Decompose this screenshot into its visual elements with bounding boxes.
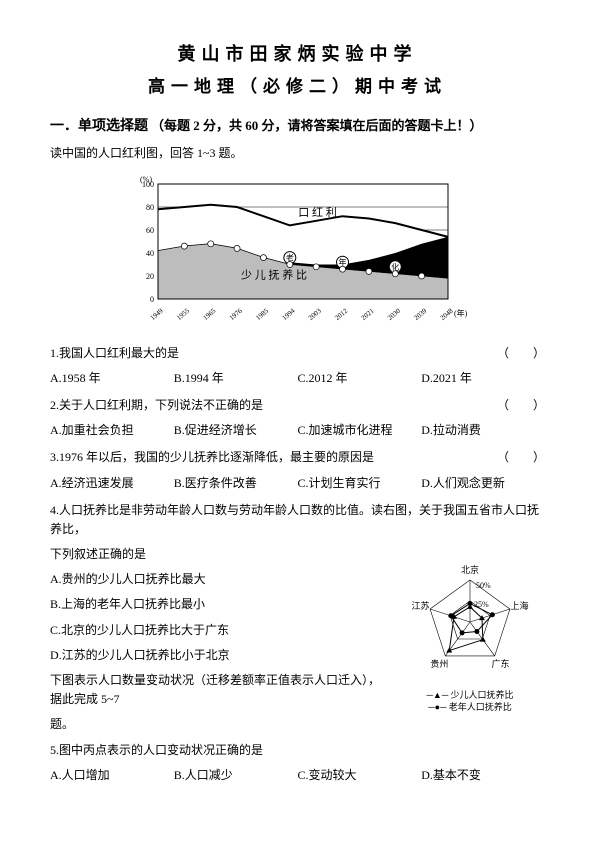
q3-D: D.人们观念更新 bbox=[421, 474, 545, 493]
q2-paren: （ ） bbox=[497, 396, 545, 415]
q5-stem: 5.图中丙点表示的人口变动状况正确的是 bbox=[50, 741, 545, 760]
q57-intro-b: 题。 bbox=[50, 715, 545, 734]
q2-options: A.加重社会负担 B.促进经济增长 C.加速城市化进程 D.拉动消费 bbox=[50, 421, 545, 440]
q1-C: C.2012 年 bbox=[298, 369, 422, 388]
svg-text:1994: 1994 bbox=[280, 306, 296, 321]
q1-text: 1.我国人口红利最大的是 bbox=[50, 346, 179, 360]
svg-text:1955: 1955 bbox=[175, 306, 191, 321]
population-bonus-chart: 020406080100(%)口 红 利少 儿 抚 养 比老年化19491955… bbox=[50, 174, 545, 334]
section-heading: 一．单项选择题 （每题 2 分，共 60 分，请将答案填在后面的答题卡上！） bbox=[50, 116, 545, 138]
legend-series-2: ─●─ 老年人口抚养比 bbox=[395, 702, 545, 714]
q5-options: A.人口增加 B.人口减少 C.变动较大 D.基本不变 bbox=[50, 766, 545, 785]
svg-text:北京: 北京 bbox=[461, 564, 479, 575]
svg-text:60: 60 bbox=[146, 226, 154, 235]
q3-stem: 3.1976 年以后，我国的少儿抚养比逐渐降低，最主要的原因是 （ ） bbox=[50, 448, 545, 467]
svg-text:广东: 广东 bbox=[492, 658, 510, 669]
svg-text:(%): (%) bbox=[140, 175, 152, 184]
q2-C: C.加速城市化进程 bbox=[298, 421, 422, 440]
svg-text:50%: 50% bbox=[476, 581, 491, 590]
svg-text:0: 0 bbox=[150, 295, 154, 304]
svg-text:少 儿 抚 养 比: 少 儿 抚 养 比 bbox=[241, 267, 307, 281]
q2-text: 2.关于人口红利期，下列说法不正确的是 bbox=[50, 398, 263, 412]
svg-text:2021: 2021 bbox=[359, 306, 375, 321]
svg-text:口 红 利: 口 红 利 bbox=[298, 206, 337, 219]
q1-A: A.1958 年 bbox=[50, 369, 174, 388]
q2-stem: 2.关于人口红利期，下列说法不正确的是 （ ） bbox=[50, 396, 545, 415]
q5-B: B.人口减少 bbox=[174, 766, 298, 785]
q4-stem: 4.人口抚养比是非劳动年龄人口数与劳动年龄人口数的比值。读右图，关于我国五省市人… bbox=[50, 501, 545, 539]
q1-options: A.1958 年 B.1994 年 C.2012 年 D.2021 年 bbox=[50, 369, 545, 388]
svg-text:贵州: 贵州 bbox=[430, 658, 448, 669]
svg-text:1985: 1985 bbox=[254, 306, 270, 321]
q3-C: C.计划生育实行 bbox=[298, 474, 422, 493]
svg-text:江苏: 江苏 bbox=[412, 600, 430, 611]
q2-B: B.促进经济增长 bbox=[174, 421, 298, 440]
radar-chart-container: 北京上海广东 贵州 江苏 50% 25% ─▲─ 少儿人口抚养比 ─●─ 老年人口抚养比 bbox=[395, 560, 545, 713]
q3-paren: （ ） bbox=[497, 448, 545, 467]
q3-text: 3.1976 年以后，我国的少儿抚养比逐渐降低，最主要的原因是 bbox=[50, 450, 374, 464]
svg-text:80: 80 bbox=[146, 203, 154, 212]
svg-text:年: 年 bbox=[338, 257, 346, 267]
q2-A: A.加重社会负担 bbox=[50, 421, 174, 440]
q5-D: D.基本不变 bbox=[421, 766, 545, 785]
exam-title: 高一地理（必修二）期中考试 bbox=[50, 73, 545, 100]
svg-text:2012: 2012 bbox=[333, 306, 349, 321]
q5-A: A.人口增加 bbox=[50, 766, 174, 785]
svg-text:1949: 1949 bbox=[148, 306, 164, 321]
svg-text:2039: 2039 bbox=[412, 306, 428, 321]
svg-text:老: 老 bbox=[285, 252, 293, 262]
q1-paren: （ ） bbox=[497, 344, 545, 363]
svg-text:上海: 上海 bbox=[510, 600, 528, 611]
q1-B: B.1994 年 bbox=[174, 369, 298, 388]
q1-D: D.2021 年 bbox=[421, 369, 545, 388]
radar-legend: ─▲─ 少儿人口抚养比 ─●─ 老年人口抚养比 bbox=[395, 690, 545, 713]
section1-intro: 读中国的人口红利图，回答 1~3 题。 bbox=[50, 144, 545, 163]
section1-note: （每题 2 分，共 60 分，请将答案填在后面的答题卡上！） bbox=[151, 118, 483, 133]
svg-text:25%: 25% bbox=[474, 600, 489, 609]
school-title: 黄山市田家炳实验中学 bbox=[50, 40, 545, 69]
q3-B: B.医疗条件改善 bbox=[174, 474, 298, 493]
q1-stem: 1.我国人口红利最大的是 （ ） bbox=[50, 344, 545, 363]
q2-D: D.拉动消费 bbox=[421, 421, 545, 440]
svg-text:化: 化 bbox=[391, 261, 399, 271]
legend-series-1: ─▲─ 少儿人口抚养比 bbox=[395, 690, 545, 702]
svg-text:1965: 1965 bbox=[201, 306, 217, 321]
section1-title: 一．单项选择题 bbox=[50, 119, 148, 134]
svg-text:2030: 2030 bbox=[386, 306, 402, 321]
q5-C: C.变动较大 bbox=[298, 766, 422, 785]
svg-text:(年): (年) bbox=[454, 308, 468, 318]
svg-text:40: 40 bbox=[146, 249, 154, 258]
svg-text:1976: 1976 bbox=[227, 306, 243, 321]
svg-text:2003: 2003 bbox=[306, 306, 322, 321]
svg-text:2048: 2048 bbox=[438, 306, 454, 321]
q3-A: A.经济迅速发展 bbox=[50, 474, 174, 493]
q3-options: A.经济迅速发展 B.医疗条件改善 C.计划生育实行 D.人们观念更新 bbox=[50, 474, 545, 493]
svg-text:20: 20 bbox=[146, 272, 154, 281]
